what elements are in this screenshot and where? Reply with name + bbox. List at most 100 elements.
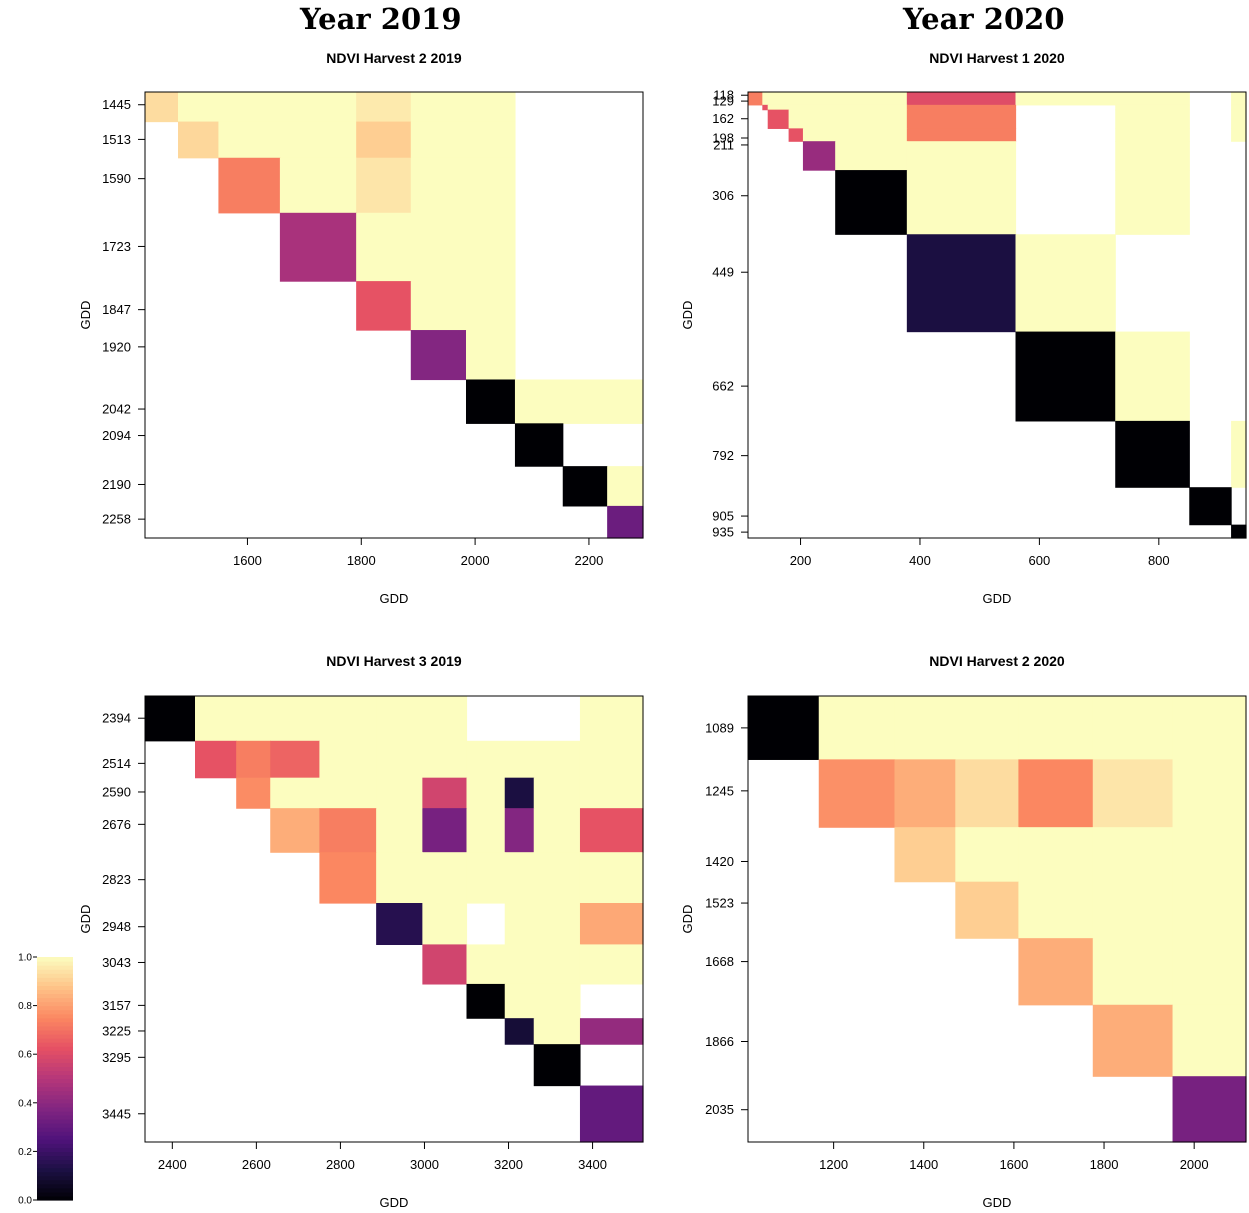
- heatmap-cell: [504, 777, 535, 809]
- colorbar-segment: [37, 1151, 73, 1157]
- heatmap-cell: [955, 759, 1020, 828]
- heatmap-cell: [1018, 938, 1094, 1006]
- y-axis-label: GDD: [78, 301, 93, 330]
- colorbar-segment: [37, 1195, 73, 1201]
- heatmap-cell: [356, 157, 412, 214]
- heatmap-panel-1: NDVI Harvest 2 2019 1600 1800 2000 2200 1445 1…: [78, 50, 644, 606]
- heatmap-cell: [422, 903, 468, 946]
- colorbar-segment: [37, 1119, 73, 1124]
- heatmap-cell: [376, 852, 423, 904]
- heatmap-cell: [579, 903, 644, 946]
- heatmap-cell: [1172, 696, 1247, 760]
- colorbar-segment: [37, 1179, 73, 1185]
- colorbar-segment: [37, 1074, 73, 1080]
- heatmap-cell: [802, 109, 836, 129]
- x-tick-label: 2400: [158, 1157, 187, 1172]
- heatmap-cell: [579, 808, 644, 853]
- colorbar-segment: [37, 977, 73, 982]
- heatmap-cell: [1015, 234, 1116, 333]
- heatmap-cell: [465, 379, 516, 424]
- heatmap-cell: [319, 740, 377, 779]
- heatmap-cell: [533, 740, 581, 779]
- heatmap-cell: [410, 157, 467, 214]
- x-tick-label: 3000: [410, 1157, 439, 1172]
- heatmap-cell: [562, 379, 608, 424]
- y-tick-label: 1723: [102, 239, 131, 254]
- heatmap-cell: [466, 740, 506, 779]
- heatmap-cell: [533, 944, 581, 985]
- heatmap-cell: [1189, 487, 1232, 526]
- heatmap-cell: [1172, 881, 1247, 939]
- heatmap-cell: [894, 827, 956, 883]
- heatmap-cell: [376, 777, 423, 809]
- heatmap-cell: [270, 808, 321, 853]
- colorbar-segment: [37, 1098, 73, 1104]
- y-tick-label: 198: [712, 130, 734, 145]
- y-tick-label: 1668: [705, 954, 734, 969]
- heatmap-cell: [376, 903, 423, 946]
- heatmap-cell: [270, 777, 321, 809]
- heatmap-cell: [762, 104, 769, 111]
- colorbar-segment: [37, 1062, 73, 1067]
- colorbar-segment: [37, 1110, 73, 1116]
- heatmap-cell: [178, 92, 220, 123]
- heatmap-cell: [1172, 1076, 1247, 1143]
- heatmap-cell: [533, 1044, 581, 1087]
- heatmap-cell: [762, 92, 769, 106]
- x-tick-label: 3400: [578, 1157, 607, 1172]
- y-tick-label: 1866: [705, 1034, 734, 1049]
- colorbar-segment: [37, 985, 73, 990]
- heatmap-cell: [514, 379, 564, 424]
- y-tick-label: 3157: [102, 998, 131, 1013]
- colorbar-segment: [37, 1038, 73, 1043]
- heatmap-cell: [270, 696, 321, 742]
- heatmap-cell: [319, 777, 377, 809]
- colorbar-segment: [37, 1009, 73, 1015]
- y-tick-label: 2590: [102, 784, 131, 799]
- heatmap-cell: [1015, 331, 1116, 422]
- heatmap-cell: [465, 92, 516, 123]
- heatmap-cell: [818, 759, 896, 828]
- heatmap-cell: [319, 852, 377, 904]
- heatmap-cell: [579, 1018, 644, 1045]
- colorbar-tick-label: 0.8: [18, 1001, 32, 1012]
- colorbar-segment: [37, 969, 73, 974]
- heatmap-cell: [1172, 938, 1247, 1006]
- heatmap-cell: [410, 121, 467, 159]
- heatmap-cell: [906, 104, 1017, 111]
- colorbar-segment: [37, 1159, 73, 1165]
- y-tick-label: 1590: [102, 171, 131, 186]
- heatmap-cell: [279, 121, 357, 159]
- colorbar-segment: [37, 989, 73, 995]
- colorbar-segment: [37, 1054, 73, 1059]
- y-axis-label: GDD: [680, 905, 695, 934]
- heatmap-cell: [1092, 938, 1174, 1006]
- heatmap-cell: [802, 92, 836, 106]
- heatmap-cell: [356, 121, 412, 159]
- colorbar-segment: [37, 1025, 73, 1031]
- heatmap-cell: [1018, 827, 1094, 883]
- y-tick-label: 211: [713, 137, 734, 152]
- y-tick-label: 905: [712, 509, 734, 524]
- colorbar-segment: [37, 1086, 73, 1092]
- x-tick-label: 1600: [233, 553, 262, 568]
- y-tick-label: 129: [712, 94, 734, 109]
- colorbar-tick-label: 0.6: [18, 1050, 32, 1061]
- heatmap-cell: [422, 944, 468, 985]
- y-tick-label: 1920: [102, 339, 131, 354]
- panel-title: NDVI Harvest 3 2019: [326, 653, 462, 669]
- heatmap-cell: [422, 777, 468, 809]
- heatmap-cell: [1115, 92, 1190, 106]
- x-axis-label: GDD: [380, 1195, 409, 1210]
- heatmap-cell: [1018, 881, 1094, 939]
- colorbar-segment: [37, 961, 73, 966]
- colorbar-segment: [37, 1147, 73, 1152]
- heatmap-cell: [465, 281, 516, 331]
- heatmap-cell: [894, 759, 956, 828]
- heatmap-cell: [465, 157, 516, 214]
- heatmap-cell: [1092, 696, 1174, 760]
- heatmap-cell: [504, 740, 535, 779]
- y-tick-label: 118: [713, 88, 734, 103]
- heatmap-cell: [788, 92, 804, 106]
- heatmap-cell: [835, 170, 908, 235]
